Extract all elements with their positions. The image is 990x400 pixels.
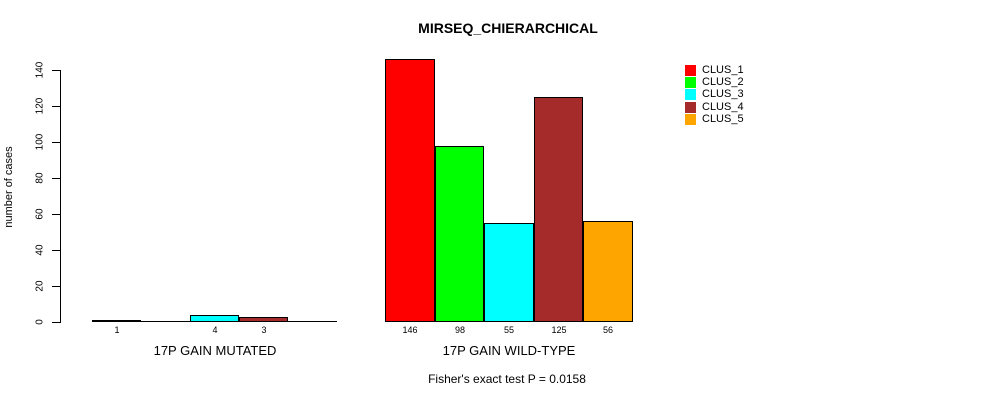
bar-value-label: 98 <box>454 325 466 335</box>
y-tick-label: 40 <box>34 244 46 256</box>
bar-value-label: 55 <box>503 325 515 335</box>
group-label: 17P GAIN WILD-TYPE <box>442 343 576 358</box>
bar-clus_4 <box>239 317 288 322</box>
fisher-test-annotation: Fisher's exact test P = 0.0158 <box>428 372 586 386</box>
y-tick <box>52 286 60 287</box>
y-tick-label: 20 <box>34 280 46 292</box>
legend-label: CLUS_1 <box>702 64 744 76</box>
legend-label: CLUS_2 <box>702 76 744 88</box>
legend-label: CLUS_3 <box>702 88 744 100</box>
y-tick-label: 140 <box>34 61 46 79</box>
legend-label: CLUS_4 <box>702 101 744 113</box>
bar-clus_5-zero <box>288 321 337 322</box>
bar-value-label: 146 <box>402 325 418 335</box>
legend-label: CLUS_5 <box>702 113 744 125</box>
y-tick <box>52 322 60 323</box>
bar-value-label: 4 <box>212 325 218 335</box>
chart-title: MIRSEQ_CHIERARCHICAL <box>418 20 598 36</box>
bar-clus_5 <box>583 221 633 322</box>
bar-clus_4 <box>534 97 583 322</box>
y-axis-label: number of cases <box>3 146 15 228</box>
y-tick <box>52 142 60 143</box>
bar-clus_3 <box>484 223 534 322</box>
y-tick-label: 100 <box>34 133 46 151</box>
legend-swatch-clus_2 <box>685 77 696 88</box>
y-tick <box>52 250 60 251</box>
bar-clus_3 <box>190 315 239 322</box>
legend-swatch-clus_1 <box>685 65 696 76</box>
y-tick <box>52 106 60 107</box>
bar-value-label: 3 <box>261 325 267 335</box>
legend-swatch-clus_5 <box>685 114 696 125</box>
y-tick-label: 60 <box>34 208 46 220</box>
y-tick <box>52 70 60 71</box>
legend-swatch-clus_4 <box>685 102 696 113</box>
bar-clus_1 <box>385 59 435 322</box>
y-tick-label: 120 <box>34 97 46 115</box>
y-tick-label: 0 <box>34 319 46 325</box>
bar-value-label: 56 <box>602 325 614 335</box>
group-label: 17P GAIN MUTATED <box>153 343 277 358</box>
y-axis-line <box>60 70 61 323</box>
bar-value-label: 125 <box>551 325 567 335</box>
bar-value-label: 1 <box>114 325 120 335</box>
y-tick <box>52 178 60 179</box>
bar-clus_2-zero <box>141 321 190 322</box>
bar-clus_1 <box>92 320 141 322</box>
y-tick <box>52 214 60 215</box>
bar-clus_2 <box>435 146 484 322</box>
legend-swatch-clus_3 <box>685 89 696 100</box>
y-tick-label: 80 <box>34 172 46 184</box>
